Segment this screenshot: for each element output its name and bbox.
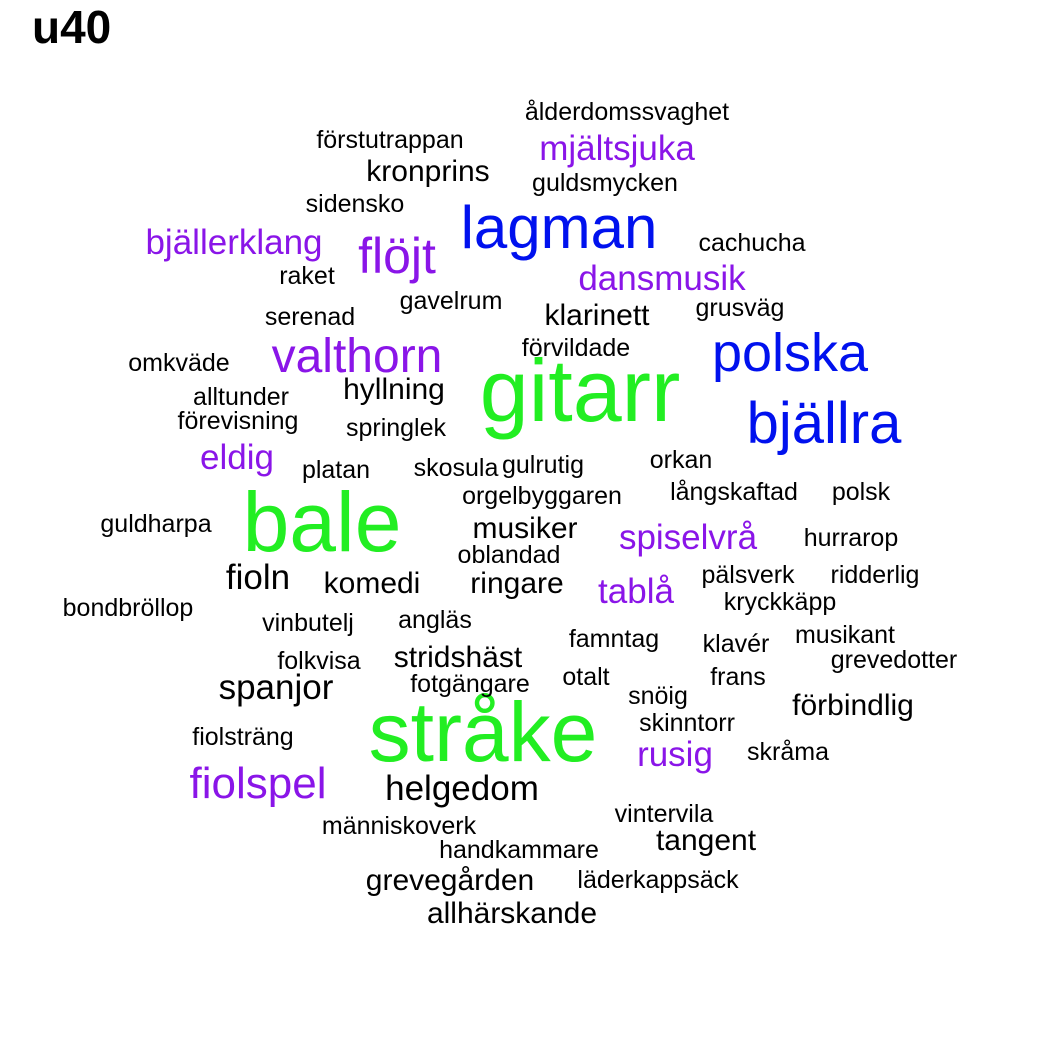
word-48: ridderlig <box>831 561 920 589</box>
word-74: läderkappsäck <box>577 866 739 894</box>
word-46: ringare <box>470 567 563 600</box>
word-43: oblandad <box>458 541 561 569</box>
word-75: allhärskande <box>427 897 597 930</box>
word-14: tablå <box>598 572 674 611</box>
word-52: angläs <box>398 606 472 634</box>
word-34: skosula <box>414 454 499 482</box>
word-5: bjällra <box>747 391 902 456</box>
word-36: orkan <box>650 446 713 474</box>
word-26: klarinett <box>544 299 650 332</box>
word-47: pälsverk <box>701 561 795 589</box>
word-0: gitarr <box>480 341 681 440</box>
word-60: frans <box>710 663 766 691</box>
word-51: vinbutelj <box>262 609 354 637</box>
word-19: guldsmycken <box>532 169 678 197</box>
word-69: vintervila <box>615 800 714 828</box>
word-67: skråma <box>747 738 829 766</box>
word-62: fotgängare <box>410 670 530 698</box>
word-68: helgedom <box>385 769 539 808</box>
chart-title: u40 <box>32 1 112 53</box>
word-35: gulrutig <box>502 451 584 479</box>
word-32: springlek <box>346 414 447 442</box>
word-13: eldig <box>200 438 274 477</box>
word-30: alltunder <box>193 383 289 411</box>
word-33: platan <box>302 456 370 484</box>
word-22: raket <box>279 262 335 290</box>
word-57: stridshäst <box>394 641 523 674</box>
word-49: bondbröllop <box>63 594 194 622</box>
word-59: otalt <box>562 663 609 691</box>
word-37: orgelbyggaren <box>462 482 622 510</box>
word-24: grusväg <box>696 294 785 322</box>
word-2: stråke <box>369 685 598 779</box>
word-27: förvildade <box>522 334 630 362</box>
word-70: människoverk <box>322 812 477 840</box>
word-63: snöig <box>628 682 688 710</box>
word-23: gavelrum <box>400 287 503 315</box>
word-18: kronprins <box>366 155 489 188</box>
word-15: rusig <box>637 735 713 774</box>
word-41: musiker <box>472 512 577 545</box>
word-8: fiolspel <box>190 759 327 808</box>
word-17: förstutrappan <box>316 126 463 154</box>
word-12: spiselvrå <box>619 518 758 557</box>
word-25: serenad <box>265 303 355 331</box>
word-44: fioln <box>226 558 290 597</box>
word-45: komedi <box>324 567 421 600</box>
word-21: cachucha <box>698 229 805 257</box>
word-50: kryckkäpp <box>724 588 837 616</box>
word-42: hurrarop <box>804 524 899 552</box>
word-1: bale <box>243 475 402 569</box>
word-54: klavér <box>703 630 770 658</box>
word-65: skinntorr <box>639 709 735 737</box>
word-28: omkväde <box>128 349 229 377</box>
word-56: folkvisa <box>277 647 360 675</box>
word-3: lagman <box>461 194 658 261</box>
word-20: sidensko <box>306 190 405 218</box>
word-72: handkammare <box>439 836 599 864</box>
word-4: polska <box>712 323 869 383</box>
word-66: fiolsträng <box>192 723 293 751</box>
word-73: grevegården <box>366 864 534 897</box>
word-40: guldharpa <box>100 510 211 538</box>
word-6: flöjt <box>358 228 436 284</box>
word-11: dansmusik <box>578 259 746 298</box>
word-10: mjältsjuka <box>539 129 695 168</box>
word-53: famntag <box>569 625 659 653</box>
word-29: hyllning <box>343 373 445 406</box>
word-61: spanjor <box>219 668 334 707</box>
word-39: polsk <box>832 478 891 506</box>
word-31: förevisning <box>178 407 299 435</box>
word-38: långskaftad <box>670 478 798 506</box>
word-71: tangent <box>656 824 757 857</box>
word-16: ålderdomssvaghet <box>525 98 729 126</box>
word-9: bjällerklang <box>145 223 322 262</box>
word-58: grevedotter <box>831 646 957 674</box>
word-55: musikant <box>795 621 895 649</box>
word-64: förbindlig <box>792 689 914 722</box>
word-7: valthorn <box>272 330 443 383</box>
